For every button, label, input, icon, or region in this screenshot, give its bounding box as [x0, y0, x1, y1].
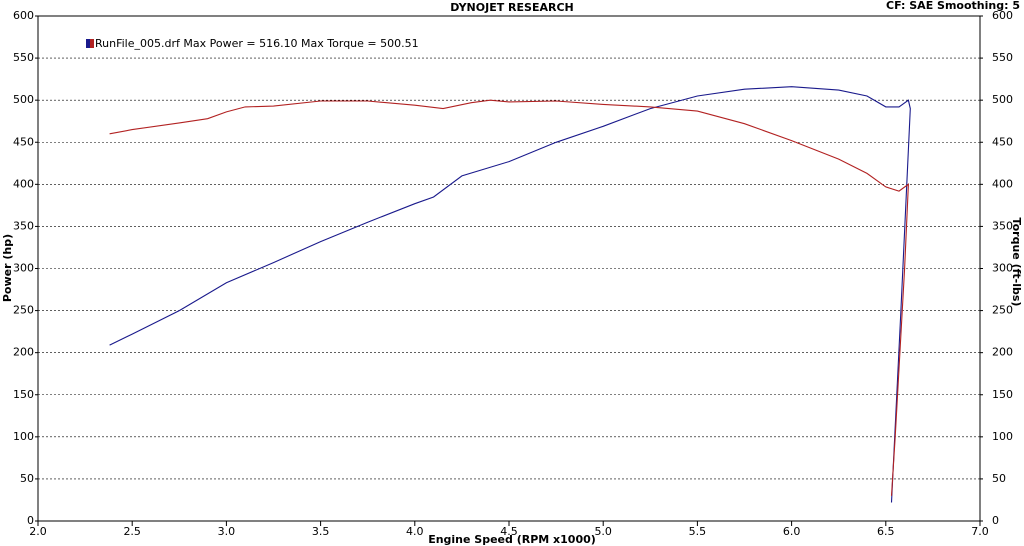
x-tick-label: 3.0 — [218, 525, 236, 538]
y2-axis-label: Torque (ft-lbs) — [1010, 218, 1023, 307]
legend-swatch — [86, 39, 90, 48]
y2-tick-label: 400 — [992, 177, 1013, 190]
x-tick-label: 7.0 — [971, 525, 989, 538]
y-tick-label: 450 — [13, 135, 34, 148]
y-tick-label: 600 — [13, 9, 34, 22]
y-tick-label: 350 — [13, 219, 34, 232]
y2-tick-label: 600 — [992, 9, 1013, 22]
y2-tick-label: 550 — [992, 51, 1013, 64]
x-tick-label: 2.0 — [29, 525, 47, 538]
y-axis-label: Power (hp) — [1, 234, 14, 302]
y2-tick-label: 200 — [992, 346, 1013, 359]
x-tick-label: 3.5 — [312, 525, 330, 538]
legend-text: RunFile_005.drf Max Power = 516.10 Max T… — [95, 37, 419, 50]
y-tick-label: 300 — [13, 262, 34, 275]
y2-tick-label: 500 — [992, 93, 1013, 106]
x-tick-label: 5.0 — [594, 525, 612, 538]
x-tick-label: 2.5 — [123, 525, 141, 538]
y-tick-label: 100 — [13, 430, 34, 443]
x-tick-label: 5.5 — [689, 525, 707, 538]
y-tick-label: 150 — [13, 388, 34, 401]
chart-title: DYNOJET RESEARCH — [450, 1, 573, 14]
series-line — [109, 99, 910, 496]
y2-tick-label: 0 — [992, 514, 999, 527]
y2-tick-label: 250 — [992, 304, 1013, 317]
y-tick-label: 400 — [13, 177, 34, 190]
y-tick-label: 550 — [13, 51, 34, 64]
x-axis-label: Engine Speed (RPM x1000) — [428, 533, 596, 546]
chart-subtitle: CF: SAE Smoothing: 5 — [886, 0, 1020, 12]
y2-tick-label: 50 — [992, 472, 1006, 485]
y-tick-label: 200 — [13, 346, 34, 359]
y2-tick-label: 300 — [992, 262, 1013, 275]
x-tick-label: 4.0 — [406, 525, 424, 538]
y-tick-label: 250 — [13, 304, 34, 317]
x-tick-label: 6.5 — [877, 525, 895, 538]
y2-tick-label: 350 — [992, 219, 1013, 232]
y-tick-label: 0 — [27, 514, 34, 527]
x-tick-label: 6.0 — [783, 525, 801, 538]
y-tick-label: 500 — [13, 93, 34, 106]
y2-tick-label: 450 — [992, 135, 1013, 148]
legend-swatch — [90, 39, 94, 48]
series-line — [109, 86, 911, 503]
y-tick-label: 50 — [20, 472, 34, 485]
y2-tick-label: 150 — [992, 388, 1013, 401]
x-tick-label: 4.5 — [500, 525, 518, 538]
y2-tick-label: 100 — [992, 430, 1013, 443]
